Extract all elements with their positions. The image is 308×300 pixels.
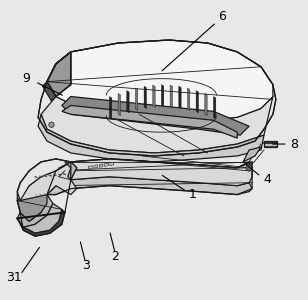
Polygon shape: [17, 195, 53, 227]
Text: 31: 31: [6, 271, 22, 284]
Circle shape: [246, 165, 252, 171]
Polygon shape: [153, 85, 155, 107]
Polygon shape: [89, 166, 92, 169]
Polygon shape: [43, 82, 56, 101]
Text: 1: 1: [189, 188, 197, 201]
Polygon shape: [56, 159, 249, 180]
Polygon shape: [213, 97, 216, 119]
Polygon shape: [47, 159, 252, 195]
Polygon shape: [110, 162, 114, 166]
Polygon shape: [196, 91, 198, 113]
Polygon shape: [62, 105, 237, 138]
Circle shape: [49, 122, 54, 128]
Polygon shape: [62, 97, 249, 135]
Polygon shape: [144, 86, 147, 109]
Polygon shape: [243, 147, 261, 162]
Polygon shape: [99, 164, 103, 167]
Polygon shape: [118, 93, 120, 116]
Polygon shape: [17, 209, 65, 236]
Polygon shape: [127, 91, 129, 113]
Polygon shape: [109, 97, 112, 119]
Polygon shape: [170, 85, 172, 107]
Polygon shape: [179, 86, 181, 109]
Polygon shape: [205, 93, 207, 116]
Polygon shape: [65, 162, 77, 180]
Text: 2: 2: [111, 250, 119, 263]
Polygon shape: [17, 159, 71, 200]
Polygon shape: [47, 40, 273, 120]
Text: 8: 8: [290, 138, 298, 151]
Polygon shape: [41, 97, 273, 153]
Polygon shape: [161, 85, 164, 107]
Text: 4: 4: [263, 173, 271, 186]
Polygon shape: [47, 177, 252, 195]
Polygon shape: [136, 88, 138, 110]
Polygon shape: [264, 141, 277, 147]
Text: 9: 9: [22, 72, 30, 85]
Polygon shape: [38, 114, 264, 162]
Polygon shape: [17, 203, 62, 233]
Polygon shape: [17, 195, 47, 221]
Polygon shape: [105, 163, 108, 166]
Polygon shape: [47, 52, 71, 97]
Text: 3: 3: [82, 260, 90, 272]
Polygon shape: [17, 162, 77, 212]
Polygon shape: [188, 88, 190, 110]
Text: 6: 6: [218, 10, 226, 23]
Polygon shape: [94, 165, 98, 168]
